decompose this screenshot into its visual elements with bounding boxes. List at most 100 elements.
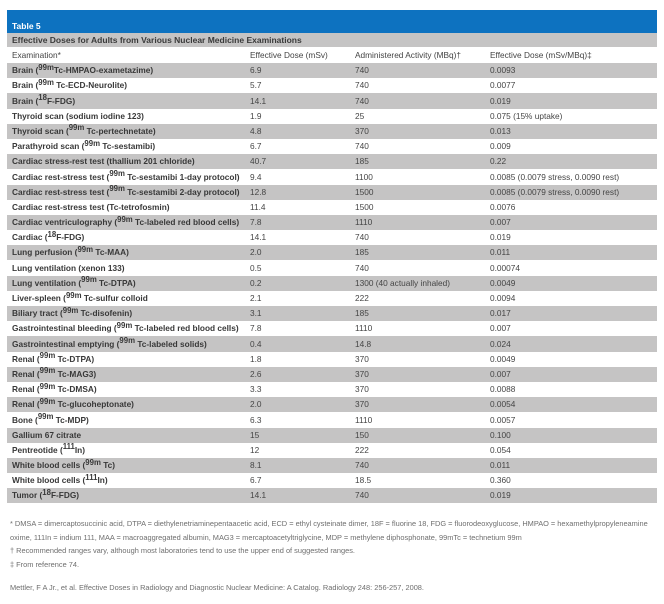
- exam-name: Pentreotide (: [12, 444, 63, 455]
- exam-name-rest: Tc-glucoheptonate): [55, 399, 134, 410]
- exam-cell: Cardiac stress-rest test (thallium 201 c…: [7, 156, 250, 169]
- exam-name: Gallium 67 citrate: [12, 429, 82, 440]
- exam-cell: Gastrointestinal bleeding (99m Tc-labele…: [7, 320, 250, 336]
- exam-name: Liver-spleen (: [12, 293, 66, 303]
- exam-name: Cardiac rest-stress test (: [12, 186, 110, 197]
- effective-dose-per-mbq-cell: 0.019: [490, 95, 511, 106]
- exam-cell: Parathyroid scan (99m Tc-sestamibi): [7, 138, 250, 154]
- table-row: Renal (99m Tc-DTPA) 1.8 370 0.0049: [7, 351, 657, 367]
- administered-activity-cell: 1500: [355, 186, 374, 197]
- exam-cell: Lung ventilation (99m Tc-DTPA): [7, 275, 250, 291]
- isotope-superscript: 99m: [84, 138, 101, 148]
- table-row: Renal (99m Tc-glucoheptonate) 2.0 370 0.…: [7, 396, 657, 413]
- table-row: Cardiac rest-stress test (99m Tc-sestami…: [7, 184, 657, 200]
- exam-name: Cardiac stress-rest test (thallium 201 c…: [12, 156, 195, 167]
- effective-dose-per-mbq-cell: 0.054: [490, 444, 511, 455]
- administered-activity-cell: 185: [355, 247, 369, 258]
- exam-name: Gastrointestinal bleeding (: [12, 323, 117, 334]
- exam-name-rest: Tc-HMPAO-exametazime): [53, 65, 154, 76]
- exam-name: Renal (: [12, 399, 40, 410]
- exam-cell: Gastrointestinal emptying (99m Tc-labele…: [7, 336, 250, 352]
- exam-cell: Gallium 67 citrate: [7, 430, 250, 443]
- exam-cell: Renal (99m Tc-MAG3): [7, 366, 250, 382]
- table-rows: Brain (99mTc-HMPAO-exametazime) 6.9 740 …: [7, 63, 657, 504]
- effective-dose-per-mbq-cell: 0.007: [490, 368, 511, 379]
- exam-name-rest: Tc): [100, 460, 116, 471]
- isotope-superscript: 99m: [37, 412, 54, 421]
- administered-activity-cell: 1110: [355, 323, 373, 334]
- table-row: Lung ventilation (99m Tc-DTPA) 0.2 1300 …: [7, 275, 657, 291]
- effective-dose-cell: 2.1: [250, 293, 262, 303]
- exam-cell: Cardiac rest-stress test (99m Tc-sestami…: [7, 184, 250, 200]
- exam-name: Gastrointestinal emptying (: [12, 338, 120, 349]
- administered-activity-cell: 222: [355, 293, 369, 303]
- exam-cell: Cardiac ventriculography (99m Tc-labeled…: [7, 215, 250, 230]
- table-row: Renal (99m Tc-DMSA) 3.3 370 0.0088: [7, 382, 657, 398]
- table-subtitle: Effective Doses for Adults from Various …: [12, 35, 302, 45]
- exam-name-rest: Tc-DTPA): [55, 353, 95, 364]
- exam-name: Lung ventilation (xenon 133): [12, 262, 125, 273]
- effective-dose-cell: 8.1: [250, 460, 262, 471]
- exam-name: White blood cells (: [12, 460, 86, 471]
- effective-dose-cell: 0.2: [250, 277, 262, 288]
- administered-activity-cell: 370: [355, 353, 369, 364]
- table-row: Pentreotide (111In) 12 222 0.054: [7, 442, 657, 458]
- exam-name: Cardiac rest-stress test (Tc-tetrofosmin…: [12, 201, 170, 212]
- effective-dose-per-mbq-cell: 0.0049: [490, 353, 516, 364]
- exam-name: Renal (: [12, 353, 40, 364]
- table-row: Lung ventilation (xenon 133) 0.5 740 0.0…: [7, 260, 657, 276]
- exam-name-rest: F-FDG): [46, 95, 76, 106]
- exam-cell: Renal (99m Tc-DMSA): [7, 382, 250, 397]
- administered-activity-cell: 14.8: [355, 338, 372, 349]
- isotope-superscript: 99m: [109, 184, 125, 194]
- exam-cell: White blood cells (111In): [7, 473, 250, 488]
- table-row: Bone (99m Tc-MDP) 6.3 1110 0.0057: [7, 412, 657, 428]
- effective-dose-per-mbq-cell: 0.011: [490, 247, 511, 258]
- isotope-superscript: 99m: [119, 336, 136, 346]
- exam-name: Bone (: [12, 414, 38, 425]
- exam-cell: Cardiac rest-stress test (99m Tc-sestami…: [7, 169, 250, 185]
- exam-name-rest: In): [97, 475, 108, 486]
- exam-name: Renal (: [12, 368, 40, 379]
- effective-dose-cell: 1.8: [250, 353, 262, 364]
- administered-activity-cell: 25: [355, 110, 365, 121]
- exam-name: Cardiac rest-stress test (: [12, 171, 110, 182]
- effective-dose-per-mbq-cell: 0.075 (15% uptake): [490, 110, 563, 121]
- table-title-bar: Table 5: [7, 10, 657, 33]
- table-row: Tumor (18F-FDG) 14.1 740 0.019: [7, 488, 657, 504]
- exam-name-rest: Tc-MAA): [93, 247, 129, 258]
- effective-dose-cell: 14.1: [250, 95, 267, 106]
- exam-cell: Tumor (18F-FDG): [7, 488, 250, 503]
- administered-activity-cell: 1100: [355, 171, 373, 182]
- effective-dose-cell: 3.1: [250, 308, 262, 319]
- effective-dose-cell: 5.7: [250, 80, 262, 91]
- exam-name: Cardiac (: [12, 232, 48, 243]
- citation: Mettler, F A Jr., et al. Effective Doses…: [10, 583, 424, 592]
- isotope-superscript: 99m: [116, 320, 133, 330]
- effective-dose-cell: 0.5: [250, 262, 262, 273]
- column-header-administered-activity: Administered Activity (MBq)†: [355, 50, 462, 60]
- table-row: Cardiac ventriculography (99m Tc-labeled…: [7, 215, 657, 231]
- effective-dose-per-mbq-cell: 0.22: [490, 156, 507, 167]
- column-header-effective-dose: Effective Dose (mSv): [250, 50, 328, 60]
- column-header-examination: Examination*: [12, 50, 61, 60]
- administered-activity-cell: 370: [355, 368, 369, 379]
- exam-name-rest: Tc-sulfur colloid: [81, 293, 148, 303]
- exam-name: Biliary tract (: [12, 308, 63, 319]
- exam-cell: Bone (99m Tc-MDP): [7, 412, 250, 428]
- exam-name: Brain (: [12, 80, 39, 91]
- table-row: Cardiac stress-rest test (thallium 201 c…: [7, 154, 657, 170]
- exam-cell: Cardiac (18F-FDG): [7, 230, 250, 245]
- effective-dose-per-mbq-cell: 0.011: [490, 460, 511, 471]
- effective-dose-cell: 2.0: [250, 247, 262, 258]
- isotope-superscript: 99m: [39, 351, 56, 361]
- administered-activity-cell: 1500: [355, 201, 374, 212]
- effective-dose-per-mbq-cell: 0.0049: [490, 277, 516, 288]
- administered-activity-cell: 185: [355, 308, 369, 319]
- table-row: Cardiac rest-stress test (99m Tc-sestami…: [7, 169, 657, 185]
- table-row: Renal (99m Tc-MAG3) 2.6 370 0.007: [7, 366, 657, 382]
- table-row: Gastrointestinal emptying (99m Tc-labele…: [7, 336, 657, 352]
- effective-dose-cell: 2.0: [250, 399, 262, 410]
- isotope-superscript: 99m: [39, 396, 56, 406]
- table-row: Brain (99mTc-HMPAO-exametazime) 6.9 740 …: [7, 63, 657, 79]
